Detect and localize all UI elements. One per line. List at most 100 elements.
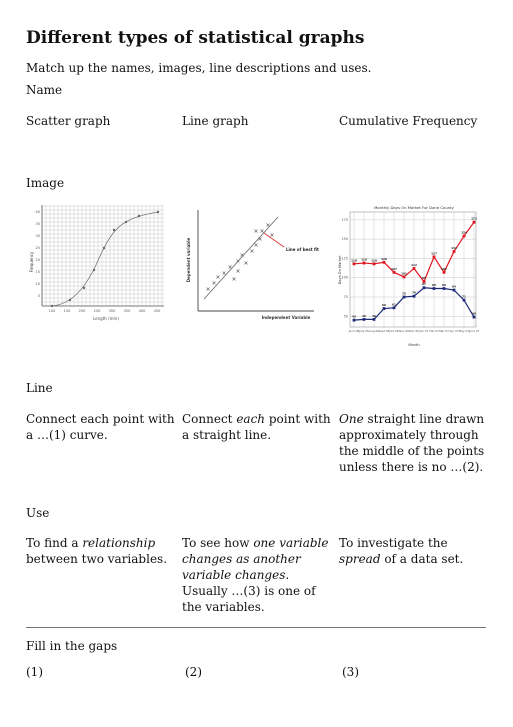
graph3-ytick: 150 [342,237,348,241]
graph1-point [124,220,128,224]
g3blue-label: 76 [412,291,416,295]
instruction-text: Match up the names, images, line descrip… [26,61,372,75]
scatter-point [228,265,232,269]
graph3-xtick: Nov 06 [399,329,409,333]
g3blue-label: 61 [392,302,396,306]
graph1-points [50,210,160,308]
graph1-x-ticks: 100 150 200 250 300 350 400 450 [49,309,161,313]
graph2-fit-label: Line of best fit [286,247,319,252]
use-desc-3: To investigate the spread of a data set. [339,536,464,566]
use-desc-1: To find a relationship between two varia… [26,536,168,566]
g3red-label: 101 [401,271,407,275]
graph1-y-ticks: 40 35 30 25 20 15 10 5 [36,210,40,298]
scatter-point [236,259,240,263]
graph1-xtick: 100 [49,309,56,313]
g3blue-point [412,294,416,298]
g3red-label: 95 [422,276,426,280]
g3red-point [392,270,396,274]
graph1-xtick: 450 [154,309,161,313]
graph1-ytick: 20 [36,258,40,262]
graph3-xtick: Dec 06 [409,329,419,333]
scatter-points [206,223,274,291]
g3blue-label: 46 [362,314,366,318]
g3blue-point [472,315,476,319]
graph3-ytick: 75 [344,295,348,299]
section-fill-heading: Fill in the gaps [26,639,118,653]
scatter-point [206,287,210,291]
graph1-xtick: 300 [109,309,116,313]
cumulative-frequency-graph: 100 150 200 250 300 350 400 450 40 35 30 25 20 15 10 5… [29,205,164,321]
graph3-ytick: 50 [344,314,348,318]
graph1-ytick: 10 [36,282,40,286]
graph1-point [92,268,96,272]
g3red-point [432,255,436,259]
graph1-point [137,214,141,218]
graph2-xlabel: Independent Variable [262,315,311,320]
graph3-x-ticks: June 06 July 06 Aug 06 Sept 06 Oct 06 Nov 06 D… [348,329,480,333]
fit-pointer [263,232,285,248]
scatter-point [212,281,216,285]
section-line-heading: Line [26,381,53,395]
name-cumulative: Cumulative Frequency [339,114,478,128]
section-use-heading: Use [26,506,50,520]
graph3-xtick: May 07 [459,329,469,333]
g3blue-label: 86 [432,283,436,287]
g3blue-point [462,298,466,302]
scatter-point [254,229,258,233]
graph3-title: Monthly Days On Market For Dane County [374,205,455,210]
g3red-label: 119 [361,258,367,262]
g3blue-label: 84 [452,285,456,289]
graph1-xtick: 200 [79,309,86,313]
g3red-label: 120 [381,257,387,261]
g3red-point [362,261,366,265]
g3blue-point [382,307,386,310]
line-desc-3: One straight line drawn approximately th… [339,412,485,474]
scatter-point [266,223,270,227]
graph3-ytick: 125 [342,256,348,260]
gap-2: (2) [185,665,202,679]
scatter-point [250,249,254,253]
scatter-point [216,275,220,279]
graph1-ytick: 15 [36,270,40,274]
scatter-point [236,269,240,273]
g3blue-point [372,317,376,321]
graph1-ytick: 25 [36,246,40,250]
g3blue-point [442,287,446,290]
graph3-xtick: July 06 [358,329,369,333]
g3red-label: 112 [411,263,417,267]
graph3-xtick: Oct 06 [389,329,399,333]
g3red-label: 134 [451,246,457,250]
g3blue-point [352,318,356,322]
scatter-point [254,243,258,247]
line-desc-1: Connect each point with a …(1) curve. [26,412,175,442]
section-name-heading: Name [26,83,63,97]
graph1-point [82,286,86,290]
g3red-label: 118 [351,258,357,262]
g3red-point [412,267,416,270]
graph2-ylabel: Dependent variable [186,237,191,282]
graph3-xtick: Feb 07 [429,329,439,333]
scatter-point [240,253,244,257]
name-line: Line graph [182,114,249,128]
blue-series: 45 46 46 60 61 75 76 87 86 86 84 71 49 [352,282,476,322]
graph3-xtick: Mar 07 [439,329,449,333]
g3blue-point [432,287,436,290]
graph1-point [156,210,160,214]
graph1-ytick: 30 [36,234,40,238]
g3red-label: 118 [371,258,377,262]
g3red-label: 172 [471,217,477,221]
g3red-label: 107 [391,267,397,271]
graph1-xtick: 400 [139,309,146,313]
scatter-point [232,277,236,281]
graph3-xlabel: Month [408,343,419,347]
graph1-ytick: 35 [36,222,40,226]
g3red-point [452,250,456,253]
g3blue-label: 71 [462,295,466,299]
divider [26,627,486,628]
g3blue-label: 87 [422,282,426,286]
graph1-point [102,246,106,250]
g3red-point [472,220,476,224]
g3blue-point [402,295,406,299]
graph1-xlabel: Length (mm) [93,316,119,321]
graph1-grid [41,205,164,307]
